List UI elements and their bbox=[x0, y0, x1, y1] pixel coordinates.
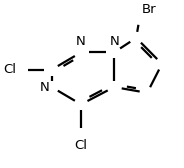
Text: Br: Br bbox=[142, 3, 156, 16]
Text: Cl: Cl bbox=[4, 63, 17, 76]
Text: Cl: Cl bbox=[75, 139, 88, 152]
Text: N: N bbox=[109, 35, 119, 48]
Text: N: N bbox=[76, 35, 86, 48]
Text: N: N bbox=[40, 80, 50, 94]
